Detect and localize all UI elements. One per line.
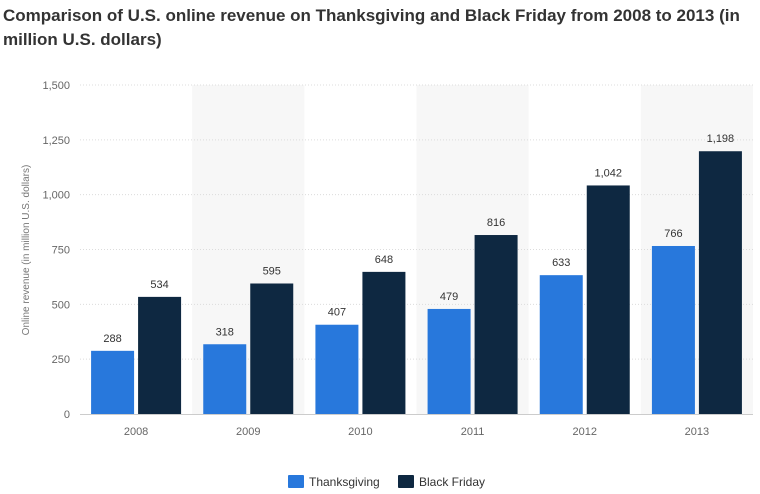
y-tick-label: 750	[52, 245, 70, 257]
x-axis-ticks: 2008 2009 2010 2011 2012 2013	[124, 426, 709, 438]
x-tick-label: 2012	[573, 426, 597, 438]
x-tick-label: 2010	[348, 426, 372, 438]
y-tick-label: 0	[64, 409, 70, 421]
legend-swatch[interactable]	[398, 475, 414, 488]
bar[interactable]	[539, 275, 583, 414]
x-tick-label: 2008	[124, 426, 148, 438]
bar[interactable]	[203, 344, 247, 414]
data-label: 595	[263, 265, 281, 277]
y-axis-ticks: 0 250 500 750 1,000 1,250 1,500	[42, 80, 70, 421]
bar[interactable]	[427, 308, 471, 414]
x-tick-label: 2011	[461, 426, 485, 438]
data-label: 1,198	[707, 133, 735, 145]
chart-title: Comparison of U.S. online revenue on Tha…	[3, 6, 740, 49]
y-tick-label: 500	[52, 299, 70, 311]
data-label: 288	[103, 333, 121, 345]
data-label: 534	[150, 279, 168, 291]
data-label: 816	[487, 217, 505, 229]
bar[interactable]	[250, 283, 294, 414]
bar[interactable]	[474, 235, 518, 414]
bars: 288 534 318 595 407 648 479 816 633 1,042 766 1,198	[91, 133, 742, 415]
data-label: 407	[328, 307, 346, 319]
bar[interactable]	[698, 151, 742, 415]
data-label: 1,042	[594, 167, 622, 179]
data-label: 479	[440, 291, 458, 303]
y-tick-label: 250	[52, 354, 70, 366]
data-label: 648	[375, 254, 393, 266]
bar[interactable]	[138, 296, 182, 414]
data-label: 766	[664, 228, 682, 240]
y-axis-label: Online revenue (in million U.S. dollars)	[21, 165, 32, 336]
y-tick-label: 1,000	[42, 190, 70, 202]
data-label: 318	[216, 326, 234, 338]
x-tick-label: 2013	[685, 426, 709, 438]
y-tick-label: 1,500	[42, 80, 70, 92]
gridlines	[80, 84, 753, 360]
x-tick-label: 2009	[236, 426, 260, 438]
legend-swatch[interactable]	[288, 475, 304, 488]
legend-label[interactable]: Thanksgiving	[309, 475, 380, 489]
y-tick-label: 1,250	[42, 135, 70, 147]
bar[interactable]	[586, 185, 630, 414]
bar[interactable]	[315, 324, 359, 414]
data-label: 633	[552, 257, 570, 269]
bar[interactable]	[91, 350, 135, 414]
legend[interactable]: Thanksgiving Black Friday	[288, 475, 485, 489]
bar[interactable]	[651, 245, 695, 414]
bar[interactable]	[362, 271, 406, 414]
legend-label[interactable]: Black Friday	[419, 475, 485, 489]
